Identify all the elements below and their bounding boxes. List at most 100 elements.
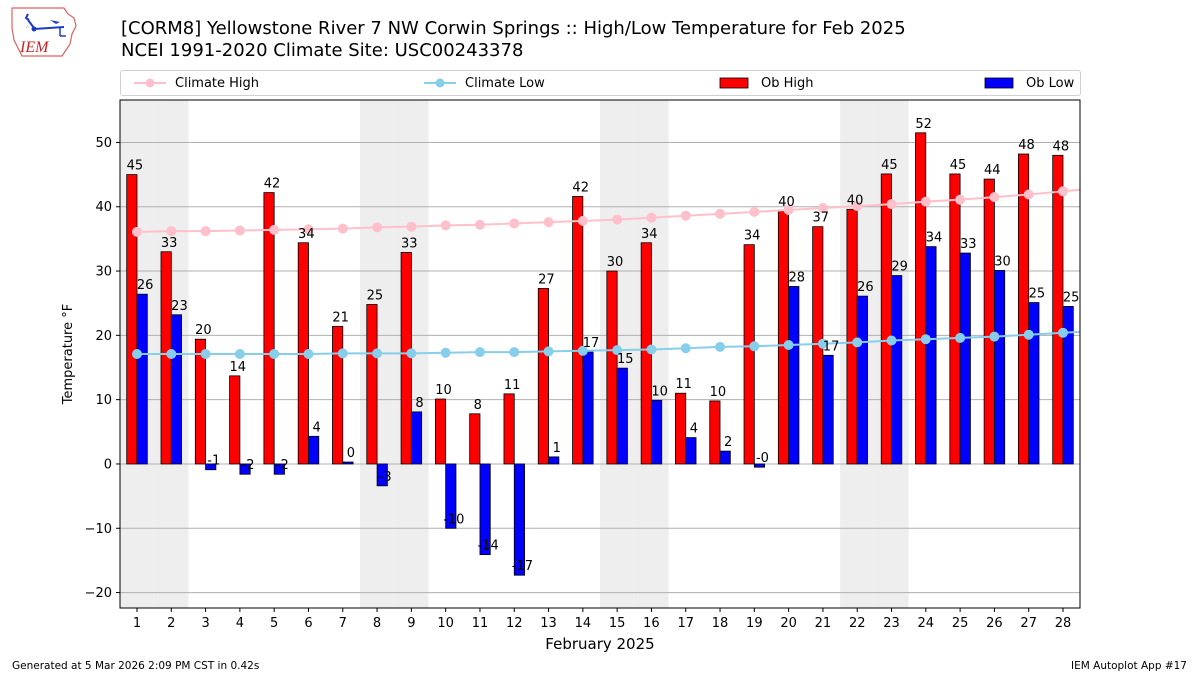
ob-high-bar [880, 173, 892, 465]
x-tick-label: 2 [167, 616, 175, 631]
ob-high-bar [606, 270, 618, 465]
ob-high-bar [194, 338, 206, 465]
ob-low-data-label: 1 [553, 441, 561, 456]
app-credit: IEM Autoplot App #17 [1071, 660, 1187, 672]
x-tick-label: 10 [437, 616, 454, 631]
climate-low-point [166, 349, 177, 359]
climate-lines [132, 186, 1081, 359]
legend-label-climate-low: Climate Low [465, 75, 545, 91]
climate-high-point [955, 194, 966, 205]
y-tick-label: 50 [95, 136, 112, 151]
ob-high-data-label: 40 [778, 195, 795, 210]
ob-high-data-label: 14 [229, 360, 246, 375]
ob-low-bar [479, 463, 491, 556]
ob-high-bar [366, 304, 378, 465]
climate-low-legend-icon [424, 78, 456, 88]
ob-high-bar [263, 192, 275, 465]
ob-high-bar [572, 196, 584, 465]
climate-high-point [440, 220, 451, 231]
climate-high-point [886, 199, 897, 210]
climate-high-point [303, 224, 314, 235]
climate-high-point [234, 225, 245, 236]
ob-high-bar [1018, 153, 1030, 465]
climate-high-point [132, 226, 142, 237]
legend-item-climate-high: Climate High [133, 71, 259, 95]
x-tick-label: 8 [373, 616, 381, 631]
ob-low-bar [513, 463, 525, 576]
ob-low-data-label: 4 [312, 420, 320, 435]
legend-item-climate-low: Climate Low [423, 71, 545, 95]
plot-frame [119, 99, 1081, 609]
ob-low-bar [342, 461, 354, 465]
ob-high-data-label: 20 [195, 323, 212, 338]
ob-high-bar [983, 178, 995, 465]
ob-low-bar [959, 252, 971, 465]
climate-high-legend-icon [134, 78, 166, 88]
chart-subtitle: NCEI 1991-2020 Climate Site: USC00243378 [121, 40, 524, 61]
legend-label-ob-high: Ob High [761, 75, 814, 91]
climate-low-point [406, 348, 417, 359]
y-tick-label: 20 [95, 329, 112, 344]
x-tick-label: 28 [1055, 616, 1072, 631]
ob-low-bar [239, 463, 251, 475]
ob-low-data-label: 34 [926, 231, 943, 246]
ob-high-data-label: 34 [744, 229, 761, 244]
ob-low-data-label: 23 [171, 299, 188, 314]
climate-high-point [406, 221, 417, 232]
legend-item-ob-low: Ob Low [984, 71, 1074, 95]
ob-low-data-label: 30 [994, 254, 1011, 269]
ob-low-data-label: 25 [1063, 290, 1080, 305]
climate-low-point [749, 341, 760, 352]
ob-high-data-label: 44 [984, 163, 1001, 178]
x-tick-label: 16 [643, 616, 660, 631]
x-tick-label: 9 [407, 616, 415, 631]
ob-low-data-label: 26 [137, 278, 154, 293]
climate-high-point [852, 201, 863, 212]
climate-low-point [1058, 327, 1068, 338]
ob-low-bar [582, 351, 594, 465]
legend-item-ob-high: Ob High [719, 71, 814, 95]
climate-low-point [577, 345, 588, 356]
iem-logo: ∴ IEM [11, 7, 77, 57]
ob-low-data-label: 26 [857, 280, 874, 295]
ob-low-bar [376, 463, 388, 487]
ob-low-bar [753, 463, 766, 468]
ob-high-bar [675, 392, 687, 465]
climate-high-point [577, 215, 588, 226]
x-tick-label: 15 [609, 616, 626, 631]
y-axis-label: Temperature °F [61, 304, 76, 405]
x-tick-label: 7 [339, 616, 347, 631]
x-tick-label: 19 [746, 616, 763, 631]
ob-low-bar [616, 367, 628, 465]
ob-high-bar [537, 288, 549, 465]
ob-low-data-label: 17 [583, 336, 600, 351]
climate-high-point [543, 217, 554, 228]
ob-high-data-label: 21 [332, 310, 349, 325]
x-tick-label: 22 [849, 616, 866, 631]
climate-low-point [852, 337, 863, 348]
legend-label-ob-low: Ob Low [1026, 75, 1075, 91]
ob-low-data-label: -2 [242, 458, 255, 473]
ob-high-bar [503, 393, 515, 465]
ob-low-bar [308, 435, 320, 465]
ob-high-data-label: 40 [847, 193, 864, 208]
x-tick-label: 20 [780, 616, 797, 631]
ob-high-data-label: 42 [264, 177, 281, 192]
ob-low-bar [651, 399, 663, 465]
ob-low-data-label: 28 [789, 270, 806, 285]
climate-high-point [509, 218, 520, 229]
ob-low-data-label: -3 [379, 470, 392, 485]
ob-high-bar [709, 400, 721, 465]
y-tick-label: 10 [95, 393, 112, 408]
climate-high-point [166, 226, 177, 237]
x-tick-label: 13 [540, 616, 557, 631]
ob-low-data-label: 17 [823, 339, 840, 354]
ob-high-data-label: 45 [881, 158, 898, 173]
climate-low-point [440, 347, 451, 358]
ob-low-bar [856, 295, 868, 465]
climate-low-point [715, 341, 726, 352]
ob-low-bar [1062, 306, 1074, 465]
climate-low-point [269, 349, 280, 359]
climate-low-point [1023, 329, 1034, 340]
ob-low-data-label: 2 [724, 435, 732, 450]
